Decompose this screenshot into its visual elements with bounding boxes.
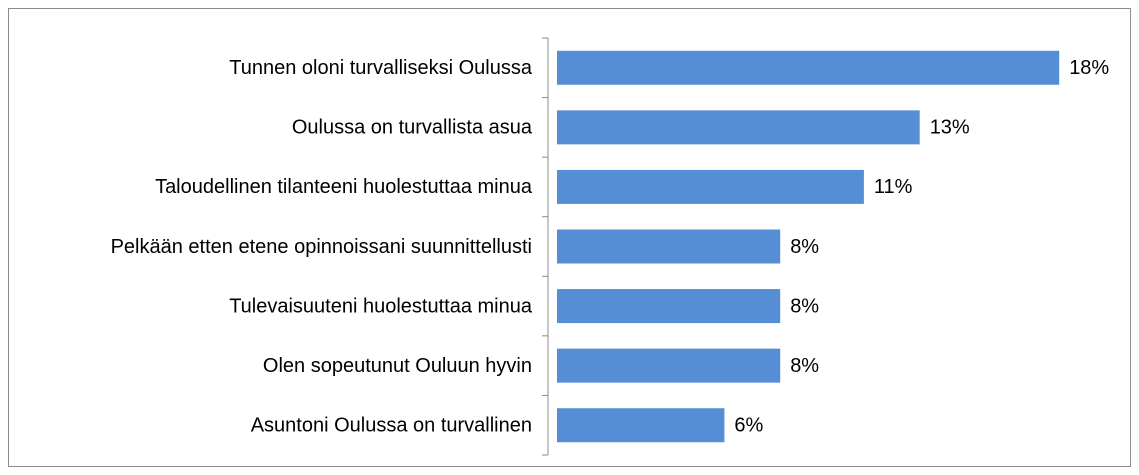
value-label: 6% — [734, 414, 763, 436]
category-label: Pelkään etten etene opinnoissani suunnit… — [111, 236, 532, 258]
value-label: 8% — [790, 355, 819, 377]
value-label: 13% — [930, 117, 970, 139]
bar — [557, 408, 725, 443]
bar — [557, 50, 1060, 85]
bar — [557, 289, 781, 324]
bar — [557, 229, 781, 264]
bar — [557, 169, 864, 204]
category-label: Tulevaisuuteni huolestuttaa minua — [229, 295, 533, 317]
value-label: 18% — [1069, 57, 1109, 79]
category-label: Tunnen oloni turvalliseksi Oulussa — [229, 57, 533, 79]
bar — [557, 348, 781, 383]
category-label: Olen sopeutunut Ouluun hyvin — [263, 355, 532, 377]
category-label: Taloudellinen tilanteeni huolestuttaa mi… — [155, 176, 533, 198]
category-label: Oulussa on turvallista asua — [292, 117, 533, 139]
category-label: Asuntoni Oulussa on turvallinen — [251, 414, 532, 436]
value-label: 8% — [790, 295, 819, 317]
value-label: 8% — [790, 236, 819, 258]
bar — [557, 110, 920, 145]
value-label: 11% — [874, 176, 913, 198]
